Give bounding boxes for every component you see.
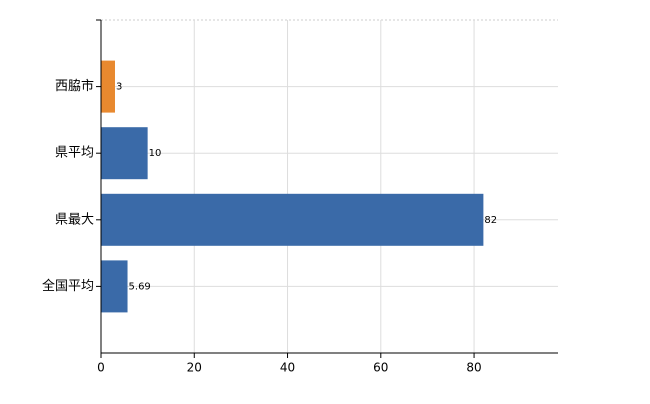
- bar: [101, 260, 128, 313]
- x-tick-label: 0: [97, 361, 105, 375]
- data-label: 10: [149, 148, 162, 159]
- data-label: 3: [116, 82, 122, 93]
- data-label: 82: [484, 215, 497, 226]
- y-tick-label: 県平均: [55, 146, 94, 161]
- data-label: 5.69: [129, 281, 151, 292]
- bar: [101, 193, 484, 246]
- bar: [101, 127, 148, 180]
- y-tick-label: 全国平均: [42, 278, 94, 294]
- y-tick-label: 県最大: [55, 212, 94, 227]
- x-tick-label: 20: [187, 361, 202, 375]
- x-tick-label: 80: [466, 361, 481, 375]
- bar: [101, 60, 115, 113]
- y-tick-label: 西脇市: [55, 78, 94, 94]
- x-tick-label: 60: [373, 361, 388, 375]
- x-tick-label: 40: [280, 361, 295, 375]
